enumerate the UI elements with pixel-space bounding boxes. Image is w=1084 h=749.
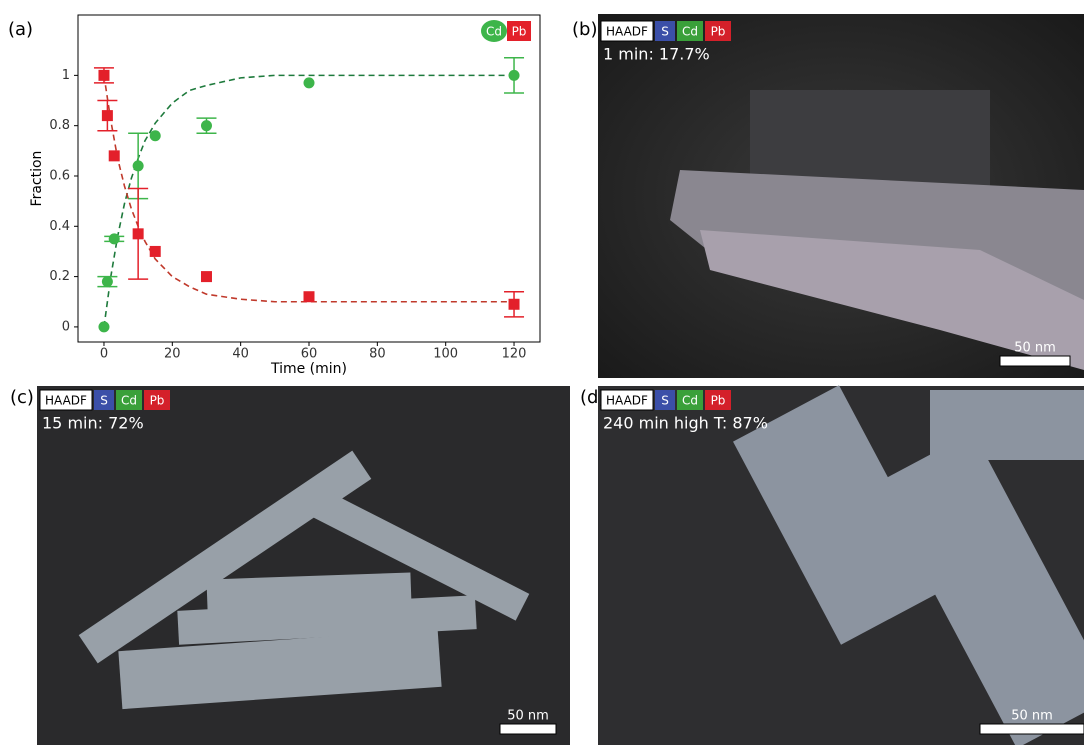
- y-tick-label: 0.8: [49, 118, 70, 133]
- element-tag-label: S: [100, 394, 108, 408]
- scale-bar: [980, 724, 1084, 734]
- x-tick-label: 120: [502, 347, 527, 362]
- x-tick-label: 40: [232, 347, 249, 362]
- y-tick-label: 0.2: [49, 269, 70, 284]
- scale-bar: [500, 724, 556, 734]
- element-tag-label: HAADF: [606, 394, 648, 408]
- fit-curve: [104, 75, 514, 301]
- element-tag-label: Cd: [682, 25, 698, 39]
- point: [109, 150, 120, 161]
- point: [201, 120, 212, 131]
- y-tick-label: 0.6: [49, 168, 70, 183]
- element-tag-label: HAADF: [45, 394, 87, 408]
- panel-label: (a): [8, 19, 33, 40]
- point: [201, 271, 212, 282]
- x-tick-label: 80: [369, 347, 386, 362]
- panel-label: (c): [10, 387, 34, 408]
- element-tag-label: S: [661, 25, 669, 39]
- point: [133, 160, 144, 171]
- x-axis-label: Time (min): [270, 361, 347, 377]
- point: [304, 291, 315, 302]
- y-tick-label: 0.4: [49, 219, 70, 234]
- point: [509, 299, 520, 310]
- point: [133, 228, 144, 239]
- y-axis-label: Fraction: [29, 151, 45, 207]
- point: [102, 110, 113, 121]
- x-tick-label: 20: [164, 347, 181, 362]
- caption: 1 min: 17.7%: [603, 45, 710, 64]
- scale-label: 50 nm: [1011, 709, 1053, 724]
- element-tag-label: Pb: [711, 25, 726, 39]
- point: [509, 70, 520, 81]
- scale-label: 50 nm: [507, 709, 549, 724]
- figure: (a) 0 20 40 60 80 100 120 0 0.2 0.4 0.6 0.8 1 Time (mi…: [0, 0, 1084, 745]
- point: [150, 246, 161, 257]
- y-tick-label: 0: [62, 319, 70, 334]
- caption: 240 min high T: 87%: [603, 414, 768, 433]
- point: [98, 70, 109, 81]
- point: [304, 77, 315, 88]
- point: [98, 321, 109, 332]
- scale-label: 50 nm: [1014, 341, 1056, 356]
- y-tick-label: 1: [62, 68, 70, 83]
- legend-label: Cd: [486, 25, 502, 39]
- x-tick-label: 0: [100, 347, 108, 362]
- point: [102, 276, 113, 287]
- element-tag-label: Cd: [121, 394, 137, 408]
- element-tag-label: Cd: [682, 394, 698, 408]
- point: [150, 130, 161, 141]
- x-tick-label: 100: [433, 347, 458, 362]
- scale-bar: [1000, 356, 1070, 366]
- panel-label: (b): [572, 19, 597, 40]
- element-tag-label: Pb: [711, 394, 726, 408]
- element-tag-label: HAADF: [606, 25, 648, 39]
- legend-label: Pb: [512, 25, 527, 39]
- element-tag-label: Pb: [150, 394, 165, 408]
- x-tick-label: 60: [301, 347, 318, 362]
- caption: 15 min: 72%: [42, 414, 144, 433]
- fit-curve: [104, 75, 514, 327]
- point: [109, 233, 120, 244]
- element-tag-label: S: [661, 394, 669, 408]
